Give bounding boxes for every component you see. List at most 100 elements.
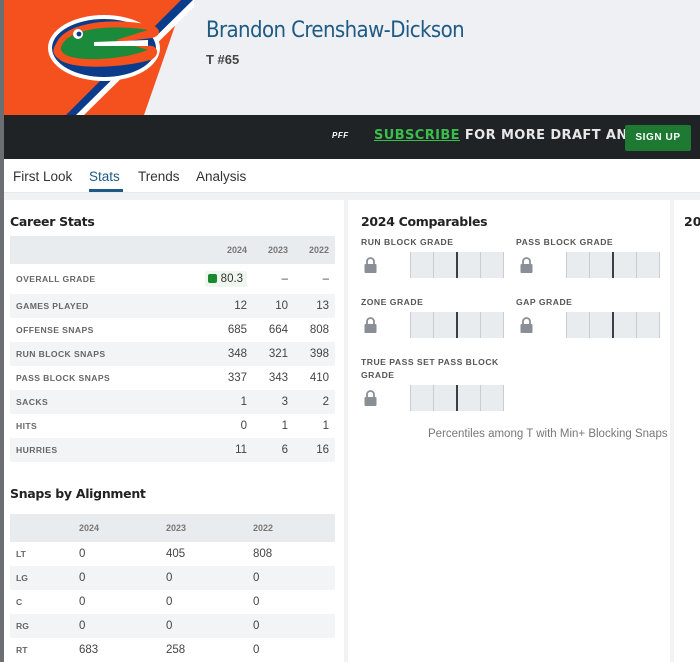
active-tab-indicator [89,189,123,192]
percentile-note: Percentiles among T with Min+ Blocking S… [428,428,668,440]
row-label: LT [16,549,26,559]
cell: 6 [253,438,295,462]
window-edge [0,0,4,662]
table-row: OFFENSE SNAPS 685 664 808 [10,318,335,342]
player-position: T #65 [206,52,240,67]
row-label: OVERALL GRADE [16,274,96,284]
cell: 808 [253,548,273,560]
player-header: Brandon Crenshaw-Dickson T #65 [0,0,700,115]
year-header[interactable]: 2022 [294,236,335,264]
header-blank [10,514,79,542]
year-header[interactable]: 2023 [253,236,295,264]
subscribe-link[interactable]: SUBSCRIBE [374,128,460,143]
table-header-row: 2024 2023 2022 [10,514,335,542]
year-header[interactable]: 2024 [176,236,254,264]
tab-stats[interactable]: Stats [89,169,120,184]
tab-trends[interactable]: Trends [138,169,180,184]
zone-grade-label: ZONE GRADE [361,297,424,307]
cell: 683 [79,644,99,656]
zone-percentile-bar [410,312,504,338]
table-row: LT 0 405 808 [10,542,335,566]
row-label: C [16,597,23,607]
cell: 0 [166,596,173,608]
tab-first-look[interactable]: First Look [13,169,73,184]
cell: 0 [166,566,253,590]
lock-icon [364,390,377,406]
true-pass-set-line-1: TRUE PASS SET PASS BLOCK [361,357,499,367]
tab-bar: First Look Stats Trends Analysis [4,159,700,193]
true-pass-set-line-2: GRADE [361,370,395,380]
cell: 808 [309,324,329,336]
cell: 10 [253,294,295,318]
row-label: RG [10,614,79,638]
right-panel: 202 [674,200,700,662]
pass-block-percentile-bar [566,252,660,278]
cell: 1 [281,420,289,432]
table-row: RT 683 258 0 [10,638,335,662]
gap-grade-label: GAP GRADE [516,297,573,307]
year-header[interactable]: 2023 [166,514,253,542]
row-label: OFFENSE SNAPS [16,325,94,335]
team-logo-area [4,0,194,115]
cell: 405 [166,548,186,560]
career-panel: Career Stats 2024 2023 2022 OVERALL GRAD… [4,200,344,662]
lock-icon [520,317,533,333]
cell: 1 [176,390,254,414]
table-header-row: 2024 2023 2022 [10,236,335,264]
table-row: HURRIES 11 6 16 [10,438,335,462]
cell: 321 [253,342,295,366]
row-label: RUN BLOCK SNAPS [10,342,177,366]
table-row: OVERALL GRADE 80.3 – – [10,264,335,294]
cell: – [281,273,289,285]
comparables-title: 2024 Comparables [361,214,488,229]
cell: 664 [268,324,289,336]
sign-up-button[interactable]: SIGN UP [625,125,691,151]
lock-icon [364,257,377,273]
gap-percentile-bar [566,312,660,338]
table-row: LG 0 0 0 [10,566,335,590]
right-panel-title: 202 [684,214,700,229]
true-pass-set-label: TRUE PASS SET PASS BLOCK GRADE [361,356,499,382]
cell: 0 [79,566,166,590]
run-block-percentile-bar [410,252,504,278]
cell: 410 [309,372,329,384]
grade-badge: 80.3 [204,271,248,287]
cell: 0 [253,566,335,590]
cell: 0 [79,596,86,608]
row-label: RT [16,645,28,655]
gator-logo-icon [4,0,194,115]
cell: 12 [176,294,254,318]
cell: 0 [253,596,260,608]
cell: 1 [322,420,329,432]
alignment-table: 2024 2023 2022 LT 0 405 808 LG 0 0 0 C 0… [10,514,335,662]
row-label: SACKS [10,390,177,414]
table-row: GAMES PLAYED 12 10 13 [10,294,335,318]
cell: 2 [294,390,335,414]
grade-cell: 80.3 [177,264,253,294]
cell: 337 [227,372,248,384]
year-header[interactable]: 2022 [253,514,335,542]
cell: 0 [253,614,335,638]
grade-value: 80.3 [220,273,244,285]
grade-indicator [207,274,217,283]
row-label: HITS [16,421,38,431]
table-row: RUN BLOCK SNAPS 348 321 398 [10,342,335,366]
table-row: HITS 0 1 1 [10,414,335,438]
comparables-panel: 2024 Comparables RUN BLOCK GRADE PASS BL… [348,200,670,662]
career-stats-title: Career Stats [10,214,95,229]
table-row: SACKS 1 3 2 [10,390,335,414]
alignment-title: Snaps by Alignment [10,486,146,501]
table-row: C 0 0 0 [10,590,335,614]
row-label: GAMES PLAYED [10,294,177,318]
tab-analysis[interactable]: Analysis [196,169,247,184]
cell: 0 [79,548,86,560]
row-label: LG [10,566,79,590]
year-header[interactable]: 2024 [79,514,166,542]
cell: – [322,273,329,285]
career-stats-table: 2024 2023 2022 OVERALL GRADE 80.3 – – GA… [10,236,335,462]
row-label: HURRIES [10,438,177,462]
table-row: PASS BLOCK SNAPS 337 343 410 [10,366,335,390]
header-blank [10,236,177,264]
pff-logo: PFF [332,131,349,140]
cell: 398 [294,342,335,366]
